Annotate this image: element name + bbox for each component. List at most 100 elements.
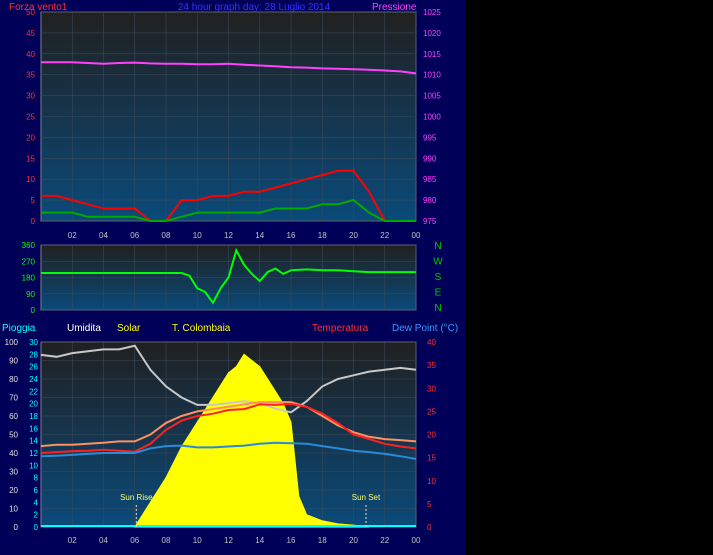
series-line-T--Colombaia [40,401,417,448]
x-tick-label: 22 [380,231,389,240]
wind-y-tick-label: 0 [31,217,36,226]
solar-area [133,353,370,528]
x-tick-label: 04 [99,536,108,545]
wind-y-tick-label: 20 [26,133,35,142]
x-tick-label: 14 [255,231,264,240]
direction-y-tick-label: 180 [22,274,36,283]
legend-entry: Pioggia [2,323,36,334]
humidity-tick-label: 100 [5,338,19,347]
pressure-y-tick-label: 975 [423,217,437,226]
legend-entry: T. Colombaia [172,323,231,334]
humidity-tick-label: 60 [9,412,18,421]
solar-tick-label: 14 [29,437,38,446]
x-tick-label: 10 [193,231,202,240]
compass-label: N [434,241,441,252]
pressure-y-tick-label: 980 [423,196,437,205]
humidity-tick-label: 40 [9,449,18,458]
x-tick-label: 20 [349,231,358,240]
x-tick-label: 08 [162,231,171,240]
x-tick-label: 18 [318,536,327,545]
x-tick-label: 02 [68,536,77,545]
series-line-gust [41,169,416,222]
humidity-tick-label: 80 [9,375,18,384]
pressure-y-tick-label: 1005 [423,92,441,101]
temperature-tick-label: 15 [427,454,436,463]
sun-set-label: Sun Set [352,493,381,502]
direction-y-tick-label: 0 [31,306,36,315]
x-tick-label: 16 [287,536,296,545]
solar-tick-label: 2 [34,511,39,520]
series-line-Dew-Point [40,441,417,460]
legend-entry: Dew Point (°C) [392,323,458,334]
direction-y-tick-label: 90 [26,290,35,299]
wind-y-tick-label: 50 [26,8,35,17]
x-tick-label: 10 [193,536,202,545]
temperature-tick-label: 0 [427,523,432,532]
x-tick-label: 00 [412,231,421,240]
solar-tick-label: 4 [34,498,39,507]
legend-entry: Solar [117,323,141,334]
series-line-Umidita [40,344,417,414]
humidity-tick-label: 50 [9,431,18,440]
x-tick-label: 00 [412,536,421,545]
series-line-average [41,199,416,222]
solar-tick-label: 22 [29,387,38,396]
x-tick-label: 16 [287,231,296,240]
temperature-tick-label: 10 [427,477,436,486]
pressure-y-tick-label: 1010 [423,71,441,80]
x-tick-label: 12 [224,231,233,240]
temperature-tick-label: 20 [427,431,436,440]
temperature-tick-label: 30 [427,384,436,393]
x-tick-label: 20 [349,536,358,545]
wind-axis-label: Forza vento1 [9,2,68,13]
compass-label: E [435,288,442,299]
temperature-tick-label: 40 [427,338,436,347]
solar-tick-label: 0 [34,523,39,532]
solar-tick-label: 20 [29,400,38,409]
pressure-axis-label: Pressione [372,2,417,13]
x-tick-label: 04 [99,231,108,240]
legend-entry: Temperatura [312,323,369,334]
series-line-Temperatura [40,402,417,454]
pressure-y-tick-label: 995 [423,133,437,142]
direction-y-tick-label: 270 [22,257,36,266]
x-tick-label: 14 [255,536,264,545]
temperature-tick-label: 5 [427,500,432,509]
wind-y-tick-label: 25 [26,113,35,122]
x-tick-label: 12 [224,536,233,545]
x-tick-label: 08 [162,536,171,545]
solar-tick-label: 28 [29,350,38,359]
x-tick-label: 06 [130,231,139,240]
wind-y-tick-label: 40 [26,50,35,59]
x-tick-label: 06 [130,536,139,545]
solar-tick-label: 30 [29,338,38,347]
solar-tick-label: 24 [29,375,38,384]
solar-tick-label: 26 [29,363,38,372]
x-tick-label: 02 [68,231,77,240]
temperature-tick-label: 25 [427,407,436,416]
sun-rise-label: Sun Rise [120,493,153,502]
wind-y-tick-label: 30 [26,92,35,101]
x-tick-label: 22 [380,536,389,545]
pressure-y-tick-label: 985 [423,175,437,184]
humidity-tick-label: 10 [9,505,18,514]
humidity-tick-label: 90 [9,357,18,366]
compass-label: W [433,257,443,268]
chart-title: 24 hour graph day: 28 Luglio 2014 [178,2,331,13]
solar-tick-label: 18 [29,412,38,421]
solar-tick-label: 12 [29,449,38,458]
pressure-y-tick-label: 1020 [423,29,441,38]
direction-y-tick-label: 360 [22,241,36,250]
solar-tick-label: 16 [29,424,38,433]
compass-label: N [434,303,441,314]
wind-y-tick-label: 15 [26,154,35,163]
humidity-tick-label: 0 [14,523,19,532]
compass-label: S [435,272,442,283]
series-line-direzione [41,247,416,305]
humidity-tick-label: 70 [9,394,18,403]
x-tick-label: 18 [318,231,327,240]
pressure-y-tick-label: 1000 [423,113,441,122]
pressure-y-tick-label: 990 [423,154,437,163]
